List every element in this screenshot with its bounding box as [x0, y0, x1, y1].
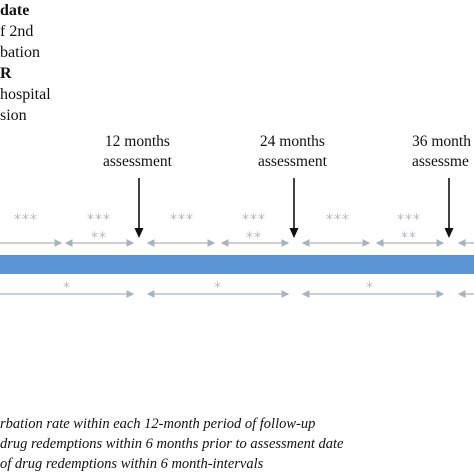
- timeline-bar: [0, 255, 474, 274]
- hospital-admission-label-line2: sion: [0, 107, 27, 124]
- marker-triple-3: ***: [170, 212, 194, 228]
- assessment-12-months-line1: 12 months: [104, 133, 170, 150]
- marker-single-1: *: [63, 280, 70, 296]
- assessment-12-months-label: 12 months assessment: [103, 132, 172, 172]
- second-exacerbation-label-line1: f 2nd: [0, 23, 34, 40]
- assessment-24-months-line1: 24 months: [259, 133, 325, 150]
- assessment-36-months-line2: assessme: [412, 153, 469, 170]
- marker-triple-1: ***: [14, 212, 38, 228]
- assessment-36-months-label: 36 month assessme: [412, 132, 471, 172]
- legend-single-star: rbation rate within each 12-month period…: [0, 416, 316, 432]
- legend-double-star: drug redemptions within 6 months prior t…: [0, 436, 344, 452]
- marker-single-3: *: [366, 280, 373, 296]
- hospital-admission-label-line1: hospital: [0, 86, 51, 103]
- assessment-12-arrowhead: [134, 228, 144, 238]
- marker-double-2: **: [246, 230, 262, 246]
- marker-single-2: *: [214, 280, 221, 296]
- marker-double-3: **: [401, 230, 417, 246]
- legend-triple-star: of drug redemptions within 6 month-inter…: [0, 456, 264, 472]
- assessment-24-months-label: 24 months assessment: [258, 132, 327, 172]
- marker-triple-6: ***: [397, 212, 421, 228]
- marker-triple-4: ***: [242, 212, 266, 228]
- marker-triple-2: ***: [87, 212, 111, 228]
- or-label: R: [0, 65, 12, 82]
- marker-double-1: **: [91, 230, 107, 246]
- marker-triple-5: ***: [326, 212, 350, 228]
- index-date-label: date: [0, 2, 30, 19]
- assessment-36-arrowhead: [444, 228, 454, 238]
- assessment-12-months-line2: assessment: [103, 153, 172, 170]
- assessment-24-arrowhead: [289, 228, 299, 238]
- assessment-24-months-line2: assessment: [258, 153, 327, 170]
- second-exacerbation-label-line2: bation: [0, 44, 40, 61]
- assessment-36-months-line1: 36 month: [412, 133, 471, 150]
